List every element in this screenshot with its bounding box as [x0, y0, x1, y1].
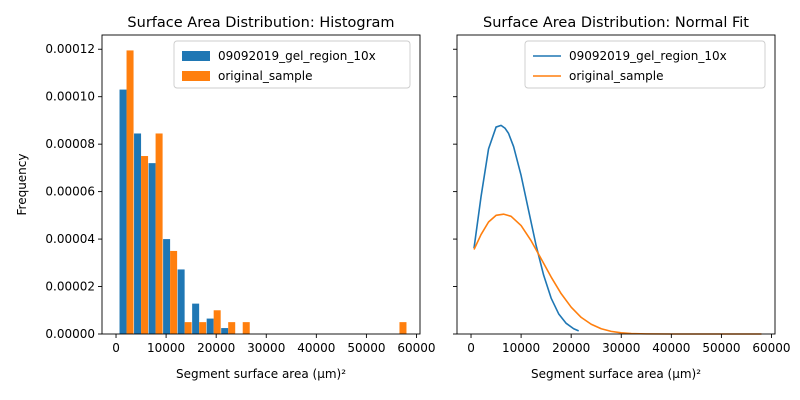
bar: [199, 322, 207, 334]
x-tick-label: 20000: [552, 341, 590, 355]
bar: [221, 328, 229, 334]
bar: [213, 310, 221, 334]
x-tick-label: 60000: [397, 341, 435, 355]
legend: 09092019_gel_region_10x original_sample: [524, 40, 766, 89]
x-tick-label: 0: [467, 341, 475, 355]
x-tick-label: 0: [112, 341, 120, 355]
y-axis-label: Frequency: [15, 154, 29, 216]
bar: [148, 163, 156, 334]
x-tick-label: 50000: [347, 341, 385, 355]
x-tick-label: 40000: [652, 341, 690, 355]
chart-title: Surface Area Distribution: Normal Fit: [483, 15, 749, 31]
series-line: [473, 124, 580, 332]
x-tick-label: 10000: [147, 341, 185, 355]
chart-1: Surface Area Distribution: Histogram 0 100…: [15, 15, 436, 381]
legend: 09092019_gel_region_10x original_sample: [173, 40, 411, 89]
y-tick-label: 0.00004: [45, 232, 95, 246]
series-line: [473, 213, 762, 335]
legend-swatch: [182, 71, 210, 81]
bar: [228, 322, 236, 334]
bar: [155, 133, 163, 334]
y-tick-label: 0.00010: [45, 90, 95, 104]
y-tick-label: 0.00008: [45, 137, 95, 151]
y-tick-label: 0.00012: [45, 42, 95, 56]
y-tick-label: 0.00006: [45, 185, 95, 199]
legend-label: 09092019_gel_region_10x: [569, 49, 727, 63]
bar: [119, 89, 127, 334]
legend-label: original_sample: [569, 69, 663, 83]
bar: [141, 156, 149, 334]
y-tick-label: 0.00002: [45, 280, 95, 294]
bar: [192, 303, 200, 334]
x-tick-label: 30000: [602, 341, 640, 355]
x-axis-label: Segment surface area (μm)²: [531, 367, 701, 381]
legend-label: 09092019_gel_region_10x: [218, 49, 376, 63]
x-tick-label: 30000: [247, 341, 285, 355]
bar: [177, 269, 185, 334]
x-tick-label: 40000: [297, 341, 335, 355]
y-tick-label: 0.00000: [45, 327, 95, 341]
legend-box: [173, 40, 411, 89]
chart-title: Surface Area Distribution: Histogram: [127, 15, 394, 31]
bar: [170, 250, 178, 334]
bar: [163, 239, 171, 334]
bar: [242, 322, 250, 334]
legend-swatch: [182, 51, 210, 61]
x-tick-label: 20000: [197, 341, 235, 355]
legend-label: original_sample: [218, 69, 312, 83]
bar: [184, 322, 192, 334]
x-tick-label: 50000: [702, 341, 740, 355]
legend-box: [524, 40, 766, 89]
chart-2: Surface Area Distribution: Normal Fit 0 10…: [453, 15, 791, 381]
x-tick-label: 10000: [502, 341, 540, 355]
bar: [206, 318, 214, 334]
plot-frame: [101, 34, 421, 335]
bar: [134, 133, 142, 334]
bar: [399, 322, 407, 334]
x-axis-label: Segment surface area (μm)²: [176, 367, 346, 381]
bar: [126, 50, 134, 335]
plot-frame: [456, 34, 776, 335]
x-tick-label: 60000: [752, 341, 790, 355]
